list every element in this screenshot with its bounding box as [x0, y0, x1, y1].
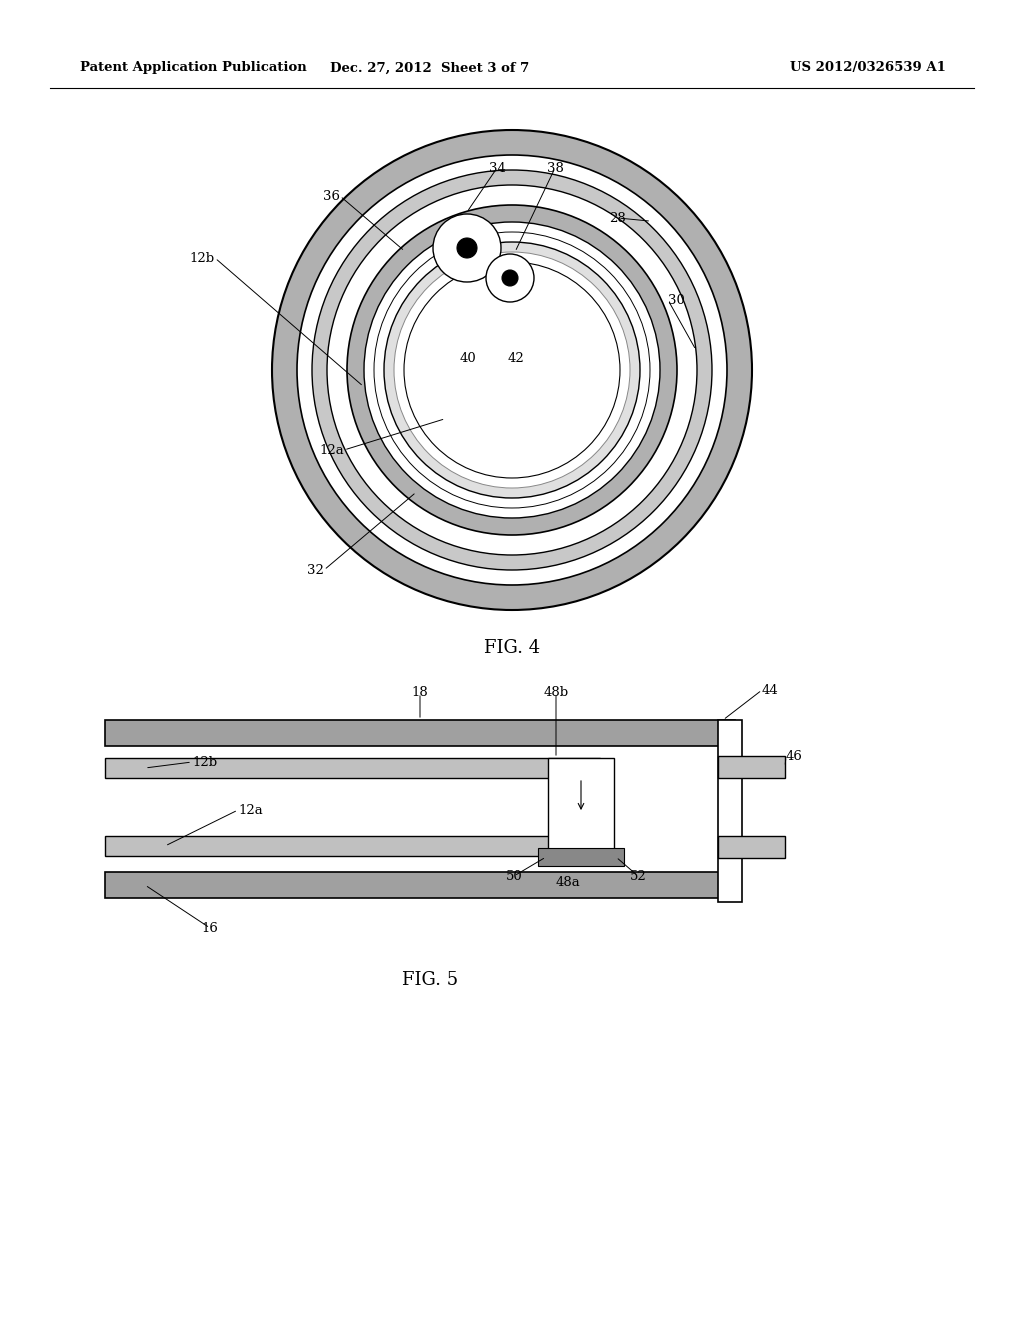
Bar: [105, 836, 610, 855]
Text: 34: 34: [488, 161, 506, 174]
Circle shape: [327, 185, 697, 554]
Circle shape: [312, 170, 712, 570]
Text: 50: 50: [506, 870, 522, 883]
Bar: [718, 719, 742, 902]
Text: 42: 42: [508, 351, 524, 364]
Circle shape: [433, 214, 501, 282]
Circle shape: [404, 261, 620, 478]
Text: 44: 44: [762, 684, 778, 697]
Circle shape: [374, 232, 650, 508]
Bar: [718, 756, 785, 777]
Text: FIG. 5: FIG. 5: [402, 972, 458, 989]
Circle shape: [486, 253, 534, 302]
Text: 12a: 12a: [319, 444, 344, 457]
Bar: [548, 758, 614, 858]
Text: Dec. 27, 2012  Sheet 3 of 7: Dec. 27, 2012 Sheet 3 of 7: [331, 62, 529, 74]
Circle shape: [272, 129, 752, 610]
Text: 38: 38: [547, 161, 563, 174]
Bar: [718, 836, 785, 858]
Bar: [538, 847, 624, 866]
Text: FIG. 4: FIG. 4: [484, 639, 540, 657]
Circle shape: [364, 222, 660, 517]
Text: 32: 32: [307, 564, 324, 577]
Bar: [105, 873, 735, 898]
Circle shape: [394, 252, 630, 488]
Text: 30: 30: [668, 293, 685, 306]
Circle shape: [457, 238, 477, 257]
Text: 12b: 12b: [189, 252, 215, 264]
Text: 18: 18: [412, 686, 428, 700]
Circle shape: [347, 205, 677, 535]
Text: 36: 36: [323, 190, 340, 202]
Text: 48b: 48b: [544, 686, 568, 700]
Circle shape: [297, 154, 727, 585]
Bar: [105, 758, 600, 777]
Text: 12a: 12a: [238, 804, 263, 817]
Text: 46: 46: [786, 750, 803, 763]
Circle shape: [502, 271, 518, 286]
Text: 16: 16: [202, 921, 218, 935]
Text: 48a: 48a: [556, 875, 581, 888]
Text: 12b: 12b: [193, 755, 217, 768]
Text: 40: 40: [460, 351, 476, 364]
Text: 52: 52: [630, 870, 646, 883]
Circle shape: [384, 242, 640, 498]
Bar: [105, 719, 735, 746]
Text: Patent Application Publication: Patent Application Publication: [80, 62, 307, 74]
Text: 28: 28: [609, 211, 627, 224]
Text: US 2012/0326539 A1: US 2012/0326539 A1: [790, 62, 946, 74]
